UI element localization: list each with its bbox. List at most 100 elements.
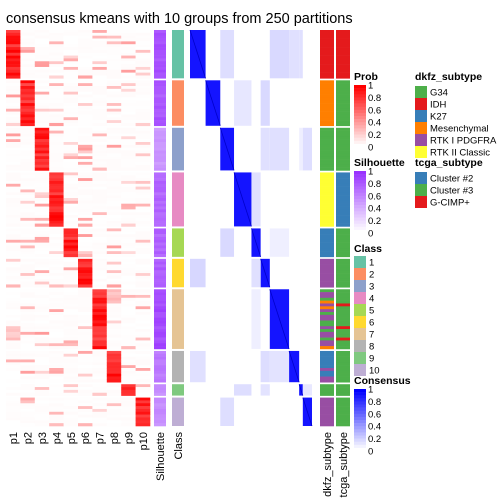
dkfz-cell bbox=[320, 142, 334, 146]
prob-cell bbox=[78, 183, 93, 187]
silhouette-legend-swatch bbox=[354, 211, 366, 215]
prob-cell bbox=[34, 242, 50, 246]
prob-cell bbox=[106, 35, 122, 39]
class-annotation bbox=[172, 30, 184, 426]
prob-cell bbox=[135, 192, 151, 196]
prob-cell bbox=[106, 75, 122, 79]
prob-cell bbox=[63, 108, 79, 112]
prob-cell bbox=[63, 337, 79, 341]
prob-cell bbox=[20, 38, 36, 42]
prob-cell bbox=[63, 411, 79, 415]
prob-cell bbox=[20, 289, 36, 293]
prob-cell bbox=[121, 215, 136, 219]
tcga-cell bbox=[336, 379, 350, 383]
prob-cell bbox=[135, 209, 151, 213]
tcga-cell bbox=[336, 376, 350, 380]
prob-cell bbox=[34, 423, 50, 427]
prob-cell bbox=[49, 356, 64, 360]
prob-cell bbox=[63, 365, 79, 369]
dkfz-cell bbox=[320, 376, 334, 380]
prob-cell bbox=[92, 114, 108, 118]
prob-cell bbox=[20, 142, 36, 146]
prob-cell bbox=[121, 423, 136, 427]
prob-cell bbox=[121, 300, 136, 304]
prob-cell bbox=[6, 167, 21, 171]
class-block bbox=[172, 384, 184, 396]
prob-cell bbox=[135, 420, 151, 424]
silhouette-cell bbox=[154, 130, 166, 134]
prob-cell bbox=[121, 329, 136, 333]
prob-cell bbox=[106, 389, 122, 394]
prob-cell bbox=[106, 164, 122, 168]
prob-cell bbox=[92, 75, 108, 79]
prob-cell bbox=[78, 41, 93, 45]
prob-cell bbox=[20, 411, 36, 415]
prob-cell bbox=[106, 281, 122, 285]
prob-cell bbox=[20, 228, 36, 232]
prob-cell bbox=[20, 231, 36, 235]
prob-cell bbox=[34, 228, 50, 232]
prob-cell bbox=[34, 64, 50, 68]
prob-cell bbox=[34, 122, 50, 127]
prob-cell bbox=[34, 297, 50, 301]
prob-cell bbox=[63, 312, 79, 316]
prob-cell bbox=[20, 55, 36, 59]
prob-cell bbox=[34, 215, 50, 219]
consensus-row-bg bbox=[190, 397, 312, 426]
prob-cell bbox=[92, 275, 108, 280]
prob-cell bbox=[34, 362, 50, 366]
prob-cell bbox=[78, 223, 93, 227]
prob-cell bbox=[121, 58, 136, 62]
dkfz-cell bbox=[320, 317, 334, 321]
tcga-cell bbox=[336, 180, 350, 185]
prob-cell bbox=[106, 192, 122, 196]
prob-cell bbox=[63, 297, 79, 301]
prob-cell bbox=[121, 186, 136, 190]
prob-cell bbox=[63, 52, 79, 56]
prob-cell bbox=[121, 212, 136, 216]
dkfz-cell bbox=[320, 139, 334, 143]
prob-cell bbox=[78, 44, 93, 48]
prob-legend-swatch bbox=[354, 134, 366, 138]
prob-cell bbox=[106, 189, 122, 193]
tcga-cell bbox=[336, 359, 350, 363]
prob-cell bbox=[121, 183, 136, 187]
prob-cell bbox=[49, 156, 64, 160]
prob-cell bbox=[6, 35, 21, 39]
prob-cell bbox=[92, 365, 108, 369]
prob-cell bbox=[92, 251, 108, 255]
prob-cell bbox=[6, 159, 21, 163]
prob-cell bbox=[34, 117, 50, 121]
prob-cell bbox=[49, 400, 64, 404]
prob-cell bbox=[106, 44, 122, 48]
prob-cell bbox=[49, 108, 64, 112]
prob-cell bbox=[63, 200, 79, 204]
prob-cell bbox=[49, 114, 64, 118]
prob-cell bbox=[63, 331, 79, 336]
tcga-cell bbox=[336, 254, 350, 258]
prob-cell bbox=[20, 254, 36, 258]
prob-cell bbox=[49, 189, 64, 193]
prob-cell bbox=[34, 254, 50, 258]
prob-cell bbox=[121, 195, 136, 199]
prob-cell bbox=[106, 58, 122, 62]
tcga-cell bbox=[336, 114, 350, 118]
prob-cell bbox=[49, 289, 64, 293]
consensus-legend-tick: 0.2 bbox=[368, 434, 381, 445]
silhouette-cell bbox=[154, 180, 166, 185]
dkfz-cell bbox=[320, 414, 334, 418]
prob-cell bbox=[63, 303, 79, 307]
prob-cell bbox=[20, 41, 36, 45]
dkfz-legend-swatch bbox=[415, 110, 427, 122]
dkfz-cell bbox=[320, 44, 334, 48]
silhouette-cell bbox=[154, 264, 166, 268]
prob-cell bbox=[63, 248, 79, 252]
column-label: p7 bbox=[95, 432, 107, 444]
tcga-cell bbox=[336, 242, 350, 246]
prob-cell bbox=[34, 312, 50, 316]
prob-cell bbox=[34, 236, 50, 241]
tcga-cell bbox=[336, 105, 350, 110]
silhouette-cell bbox=[154, 122, 166, 127]
prob-cell bbox=[63, 245, 79, 249]
prob-cell bbox=[92, 41, 108, 45]
